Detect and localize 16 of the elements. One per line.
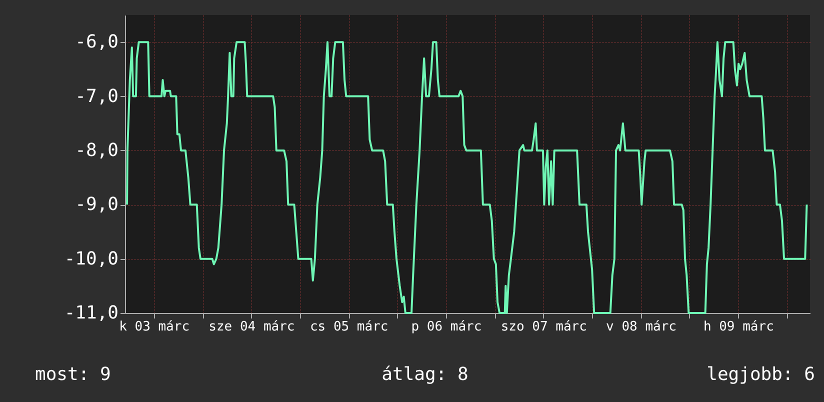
text: most: 9 — [35, 364, 111, 385]
x-tick-label: sze 04 márc — [208, 320, 295, 334]
y-tick-label: -9,0 — [75, 194, 118, 216]
x-tick-label: cs 05 márc — [310, 320, 388, 334]
text: legjobb: 6 — [706, 364, 815, 385]
y-tick-label: -6,0 — [75, 32, 118, 53]
x-tick-label: szo 07 márc — [500, 320, 587, 334]
y-tick-label: -8,0 — [75, 140, 118, 161]
y-tick-label: -11,0 — [64, 302, 118, 324]
y-tick-label: -10,0 — [64, 248, 118, 270]
y-tick-label: -7,0 — [75, 86, 118, 107]
x-tick-label: h 09 márc — [703, 320, 774, 334]
x-tick-label: v 08 márc — [606, 320, 677, 334]
x-tick-label: k 03 márc — [119, 320, 190, 334]
text: átlag: 8 — [382, 364, 468, 385]
x-tick-label: p 06 márc — [411, 320, 482, 334]
